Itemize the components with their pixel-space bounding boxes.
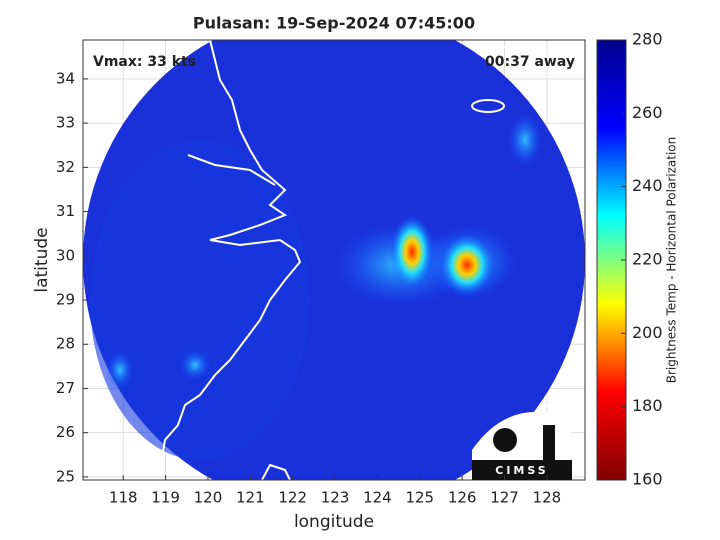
colorbar-tick-label: 260 xyxy=(632,103,663,122)
x-tick-label: 125 xyxy=(405,489,434,507)
x-tick-label: 119 xyxy=(151,489,180,507)
y-tick-label: 32 xyxy=(56,158,75,176)
colorbar-tick-label: 160 xyxy=(632,470,663,489)
y-tick-label: 25 xyxy=(56,467,75,485)
x-tick-label: 124 xyxy=(363,489,392,507)
logo-text: CIMSS xyxy=(495,464,548,477)
colorbar-tick-label: 200 xyxy=(632,323,663,342)
x-tick-label: 120 xyxy=(194,489,223,507)
annotation: Vmax: 33 kts xyxy=(93,54,196,70)
x-tick-label: 123 xyxy=(321,489,350,507)
colorbar-tick-label: 180 xyxy=(632,396,663,415)
chart-title: Pulasan: 19-Sep-2024 07:45:00 xyxy=(193,14,475,33)
y-tick-label: 30 xyxy=(56,246,75,264)
colorbar-tick-label: 280 xyxy=(632,30,663,49)
imagery xyxy=(83,40,585,480)
x-tick-label: 128 xyxy=(533,489,562,507)
y-axis-label: latitude xyxy=(32,227,52,292)
x-axis-label: longitude xyxy=(294,512,374,532)
y-tick-label: 28 xyxy=(56,335,75,353)
y-tick-label: 31 xyxy=(56,202,75,220)
y-tick-label: 33 xyxy=(56,114,75,132)
x-tick-label: 122 xyxy=(278,489,307,507)
annotation: 00:37 away xyxy=(485,54,575,70)
x-tick-label: 127 xyxy=(490,489,519,507)
x-tick-label: 118 xyxy=(109,489,138,507)
x-tick-label: 126 xyxy=(448,489,477,507)
colorbar-label: Brightness Temp - Horizontal Polarizatio… xyxy=(665,137,679,384)
y-tick-label: 34 xyxy=(56,69,75,87)
y-tick-label: 29 xyxy=(56,291,75,309)
colorbar-tick-label: 220 xyxy=(632,250,663,269)
logo: CIMSS xyxy=(472,411,572,480)
y-tick-label: 27 xyxy=(56,379,75,397)
plot-frame xyxy=(82,39,586,481)
x-tick-label: 121 xyxy=(236,489,265,507)
colorbar-tick-label: 240 xyxy=(632,176,663,195)
y-tick-label: 26 xyxy=(56,423,75,441)
